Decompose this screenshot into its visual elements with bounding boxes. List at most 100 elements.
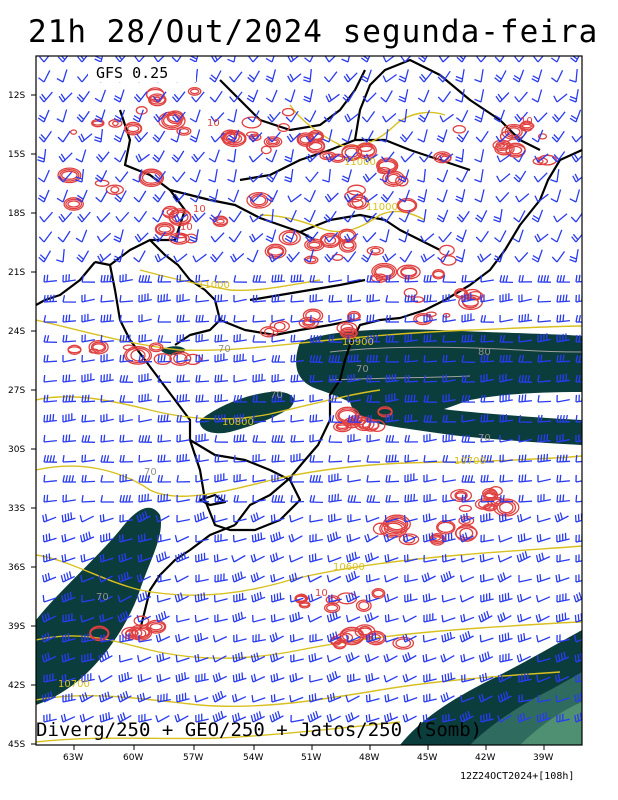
- wind-barb-feather: [109, 314, 112, 322]
- divergence-contour: [432, 270, 445, 278]
- wind-barb-feather: [177, 553, 181, 562]
- wind-barb: [81, 557, 95, 563]
- wind-barb-feather: [385, 414, 388, 423]
- wind-barb-feather: [290, 354, 293, 363]
- wind-barb-feather: [176, 315, 179, 323]
- wind-barb-feather: [462, 633, 466, 641]
- wind-barb-feather: [518, 474, 521, 483]
- wind-barb-feather: [565, 414, 568, 423]
- wind-barb-feather: [312, 495, 316, 503]
- wind-barb-feather: [423, 415, 427, 423]
- wind-barb-feather: [498, 534, 501, 543]
- wind-barb-feather: [147, 275, 151, 283]
- wind-barb-feather: [176, 713, 181, 721]
- wind-barb-feather: [365, 634, 368, 643]
- wind-barb-feather: [238, 673, 241, 681]
- wind-barb-feather: [574, 173, 579, 181]
- wind-barb: [214, 70, 222, 83]
- wind-barb-feather: [115, 56, 121, 63]
- wind-barb-feather: [413, 493, 416, 501]
- wind-barb-feather: [556, 414, 559, 423]
- wind-barb-feather: [84, 692, 88, 700]
- wind-barb-feather: [234, 693, 238, 701]
- wind-barb-feather: [128, 334, 131, 342]
- wind-barb: [43, 130, 52, 143]
- wind-barb: [100, 253, 112, 263]
- wind-barb: [556, 111, 566, 123]
- wind-barb-feather: [307, 575, 311, 583]
- wind-barb: [157, 91, 167, 103]
- wind-barb-feather: [356, 354, 359, 362]
- wind-barb: [81, 576, 95, 583]
- wind-barb: [385, 500, 400, 503]
- wind-barb-feather: [60, 93, 66, 101]
- wind-barb-feather: [441, 634, 444, 643]
- wind-barb: [195, 229, 199, 243]
- wind-barb-feather: [521, 355, 525, 363]
- wind-barb-feather: [236, 434, 239, 442]
- wind-barb: [518, 655, 531, 663]
- wind-barb: [81, 250, 90, 263]
- wind-barb: [176, 618, 190, 623]
- wind-barb-feather: [312, 335, 316, 343]
- wind-barb: [423, 169, 426, 183]
- wind-barb: [81, 616, 95, 623]
- wind-barb-feather: [513, 217, 520, 223]
- wind-barb-feather: [460, 554, 463, 563]
- wind-barb-feather: [335, 631, 338, 639]
- wind-barb-feather: [191, 96, 197, 103]
- wind-barb-feather: [461, 475, 465, 483]
- wind-barb-feather: [334, 395, 338, 403]
- wind-barb-feather: [384, 514, 387, 523]
- wind-barb: [233, 638, 247, 643]
- wind-barb-feather: [195, 494, 198, 503]
- wind-barb-feather: [328, 415, 332, 423]
- divergence-contour: [499, 501, 514, 514]
- wind-barb: [43, 499, 57, 503]
- wind-barb-feather: [347, 415, 351, 423]
- wind-barb: [62, 358, 76, 363]
- wind-barb-feather: [84, 435, 88, 443]
- wind-barb-feather: [479, 674, 482, 683]
- wind-barb: [43, 169, 50, 183]
- wind-barb-feather: [70, 512, 73, 520]
- wind-barb-feather: [114, 114, 122, 120]
- wind-barb: [480, 189, 485, 203]
- wind-barb-feather: [189, 197, 197, 203]
- wind-barb-feather: [437, 135, 445, 140]
- wind-barb-feather: [565, 454, 568, 462]
- wind-barb-feather: [425, 514, 428, 522]
- wind-barb-feather: [124, 673, 127, 681]
- wind-barb-feather: [553, 215, 558, 223]
- wind-barb-feather: [233, 454, 236, 463]
- wind-barb-feather: [128, 494, 132, 503]
- wind-barb: [366, 439, 380, 443]
- wind-barb: [271, 189, 279, 203]
- wind-barb-feather: [422, 534, 425, 543]
- divergence-contour: [112, 120, 119, 127]
- wind-barb-feather: [273, 514, 276, 522]
- wind-barb-feather: [350, 415, 354, 423]
- wind-barb: [499, 438, 513, 443]
- wind-barb-feather: [239, 414, 242, 422]
- divergence-contour: [265, 137, 281, 146]
- divergence-contour: [336, 424, 349, 430]
- wind-barb-feather: [84, 394, 87, 402]
- wind-barb-feather: [426, 572, 430, 580]
- wind-barb-feather: [233, 394, 237, 403]
- wind-barb-feather: [46, 394, 49, 402]
- wind-barb-feather: [102, 714, 105, 722]
- wind-barb-feather: [516, 655, 520, 663]
- wind-barb-feather: [248, 155, 254, 163]
- wind-barb-feather: [290, 295, 293, 303]
- wind-barb-feather: [291, 573, 295, 581]
- wind-barb-feather: [417, 195, 425, 200]
- divergence-contour: [373, 264, 396, 279]
- contour-label: 10600: [333, 562, 365, 573]
- wind-barb-feather: [49, 414, 52, 422]
- wind-barb-feather: [329, 693, 333, 702]
- lat-label: 42S: [8, 681, 25, 691]
- wind-barb-feather: [198, 314, 201, 323]
- wind-barb-feather: [157, 274, 160, 283]
- wind-barb: [252, 420, 267, 423]
